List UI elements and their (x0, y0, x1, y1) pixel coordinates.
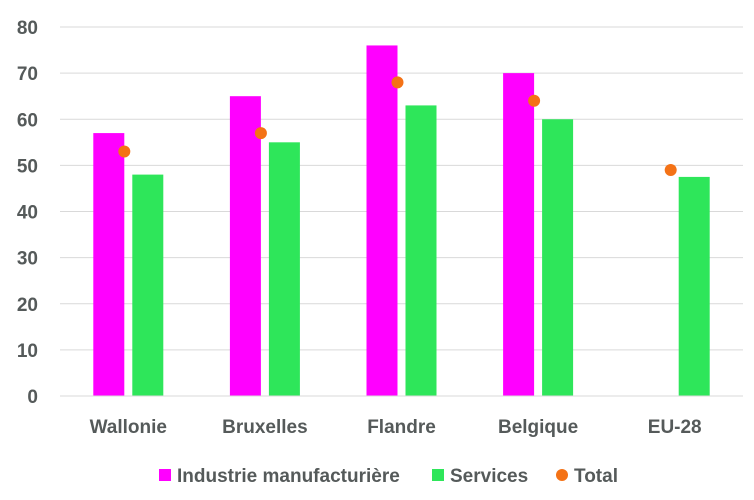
services-bar-wallonie (132, 174, 164, 396)
legend-swatch (556, 469, 568, 481)
y-tick-label: 30 (17, 249, 38, 270)
y-tick-label: 10 (17, 341, 38, 362)
x-category-label: Belgique (498, 417, 578, 438)
services-bar-flandre (405, 105, 437, 396)
legend-swatch (159, 469, 171, 481)
bars (93, 45, 710, 396)
y-tick-label: 80 (17, 18, 38, 39)
legend: Industrie manufacturière Services Total (159, 466, 618, 487)
industrie-bar-belgique (503, 73, 535, 396)
industrie-bar-wallonie (93, 133, 125, 396)
legend-swatch (432, 469, 444, 481)
total-point-flandre (391, 76, 404, 89)
x-category-label: Flandre (367, 417, 436, 438)
y-tick-label: 20 (17, 295, 38, 316)
y-tick-label: 50 (17, 156, 38, 177)
x-category-label: Wallonie (90, 417, 167, 438)
legend-label: Industrie manufacturière (177, 466, 400, 487)
total-point-bruxelles (254, 127, 267, 140)
y-tick-label: 60 (17, 110, 38, 131)
legend-label: Services (450, 466, 528, 487)
industrie-bar-flandre (366, 45, 398, 396)
y-axis: 0 10 20 30 40 50 60 70 80 (17, 18, 38, 408)
y-tick-label: 0 (27, 387, 38, 408)
y-tick-label: 40 (17, 203, 38, 224)
y-tick-label: 70 (17, 64, 38, 85)
total-points (118, 76, 677, 176)
total-point-wallonie (118, 145, 131, 158)
services-bar-bruxelles (268, 142, 300, 396)
legend-label: Total (574, 466, 618, 487)
gridlines (60, 26, 743, 397)
x-category-label: Bruxelles (222, 417, 308, 438)
industrie-bar-bruxelles (229, 96, 261, 396)
x-axis: Wallonie Bruxelles Flandre Belgique EU-28 (60, 395, 743, 438)
total-point-eu-28 (664, 163, 677, 176)
services-bar-eu-28 (678, 176, 710, 396)
services-bar-belgique (542, 119, 574, 396)
x-category-label: EU-28 (648, 417, 702, 438)
total-point-belgique (528, 94, 541, 107)
